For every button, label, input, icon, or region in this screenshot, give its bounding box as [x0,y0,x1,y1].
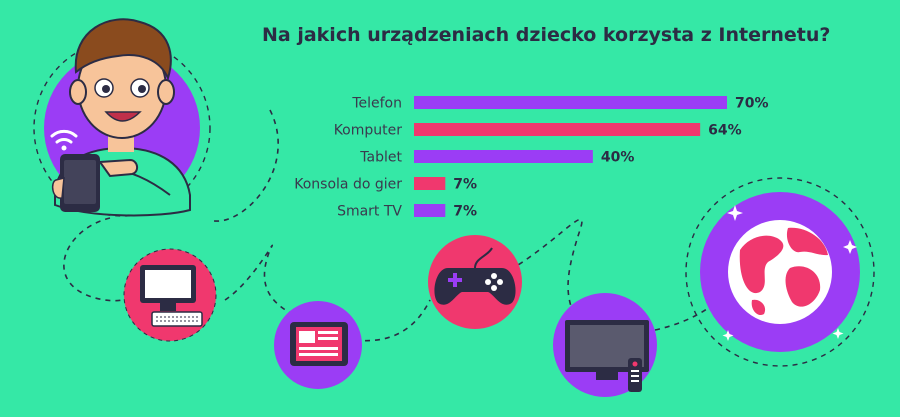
category-label: Tablet [359,150,402,166]
boy-mouth [104,111,142,122]
bar [414,177,446,190]
boy-illustration [44,18,200,217]
dashed-ring-globe [685,177,875,367]
category-label: Konsola do gier [294,177,402,193]
tablet-icon [274,301,362,389]
tv-icon [553,293,657,397]
category-label: Smart TV [337,204,402,220]
bars-layer: Telefon 70% Komputer 64% Tablet 40% Konsola do… [294,96,768,220]
boy-hair [74,18,172,81]
bar [414,150,593,163]
gamepad-icon [428,235,522,329]
value-label: 70% [735,96,769,112]
category-label: Komputer [334,123,403,139]
bar [414,204,446,217]
bar [414,96,727,109]
dashed-path [63,109,736,342]
bar [414,123,701,136]
value-label: 64% [708,123,742,139]
value-label: 7% [453,177,477,193]
category-label: Telefon [351,96,402,112]
value-label: 7% [453,204,477,220]
wifi-icon [50,129,78,151]
globe-icon [700,192,860,352]
computer-icon [123,248,217,342]
value-label: 40% [601,150,635,166]
chart-title: Na jakich urządzeniach dziecko korzysta … [262,24,831,46]
remote-icon [628,358,642,392]
